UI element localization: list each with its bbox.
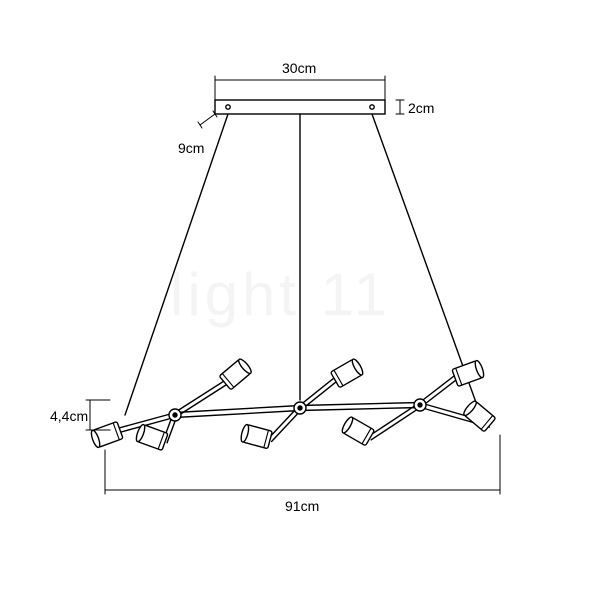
dim-body-height: 4,4cm [50, 408, 88, 424]
dim-plate-height: 2cm [408, 100, 434, 116]
dim-plate-depth: 9cm [178, 140, 204, 156]
dim-total-width: 91cm [285, 498, 319, 514]
drawing-canvas: light 11 30cm 2cm 9cm 4,4cm 91cm [0, 0, 603, 603]
dim-top-width: 30cm [282, 60, 316, 76]
